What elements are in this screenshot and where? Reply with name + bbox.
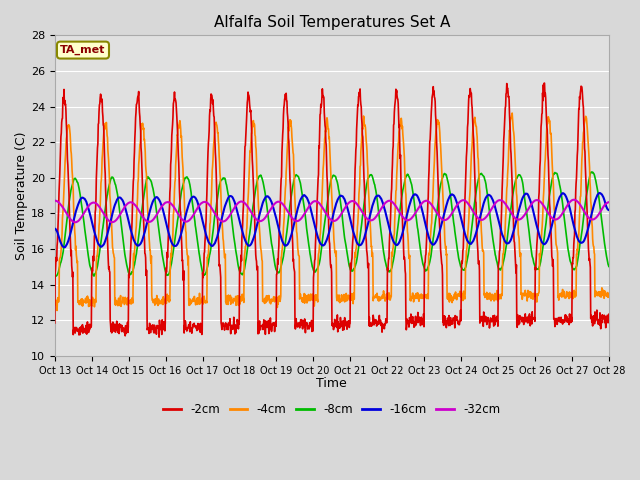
- Text: TA_met: TA_met: [60, 45, 106, 55]
- X-axis label: Time: Time: [316, 377, 347, 390]
- Y-axis label: Soil Temperature (C): Soil Temperature (C): [15, 132, 28, 260]
- Title: Alfalfa Soil Temperatures Set A: Alfalfa Soil Temperatures Set A: [214, 15, 450, 30]
- Legend: -2cm, -4cm, -8cm, -16cm, -32cm: -2cm, -4cm, -8cm, -16cm, -32cm: [159, 398, 505, 420]
